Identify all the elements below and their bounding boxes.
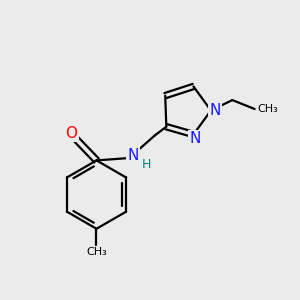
Text: CH₃: CH₃ xyxy=(86,247,107,256)
Text: N: N xyxy=(210,103,221,118)
Text: O: O xyxy=(65,126,77,141)
Text: N: N xyxy=(127,148,138,163)
Text: N: N xyxy=(189,131,201,146)
Text: CH₃: CH₃ xyxy=(257,104,278,114)
Text: H: H xyxy=(142,158,151,171)
